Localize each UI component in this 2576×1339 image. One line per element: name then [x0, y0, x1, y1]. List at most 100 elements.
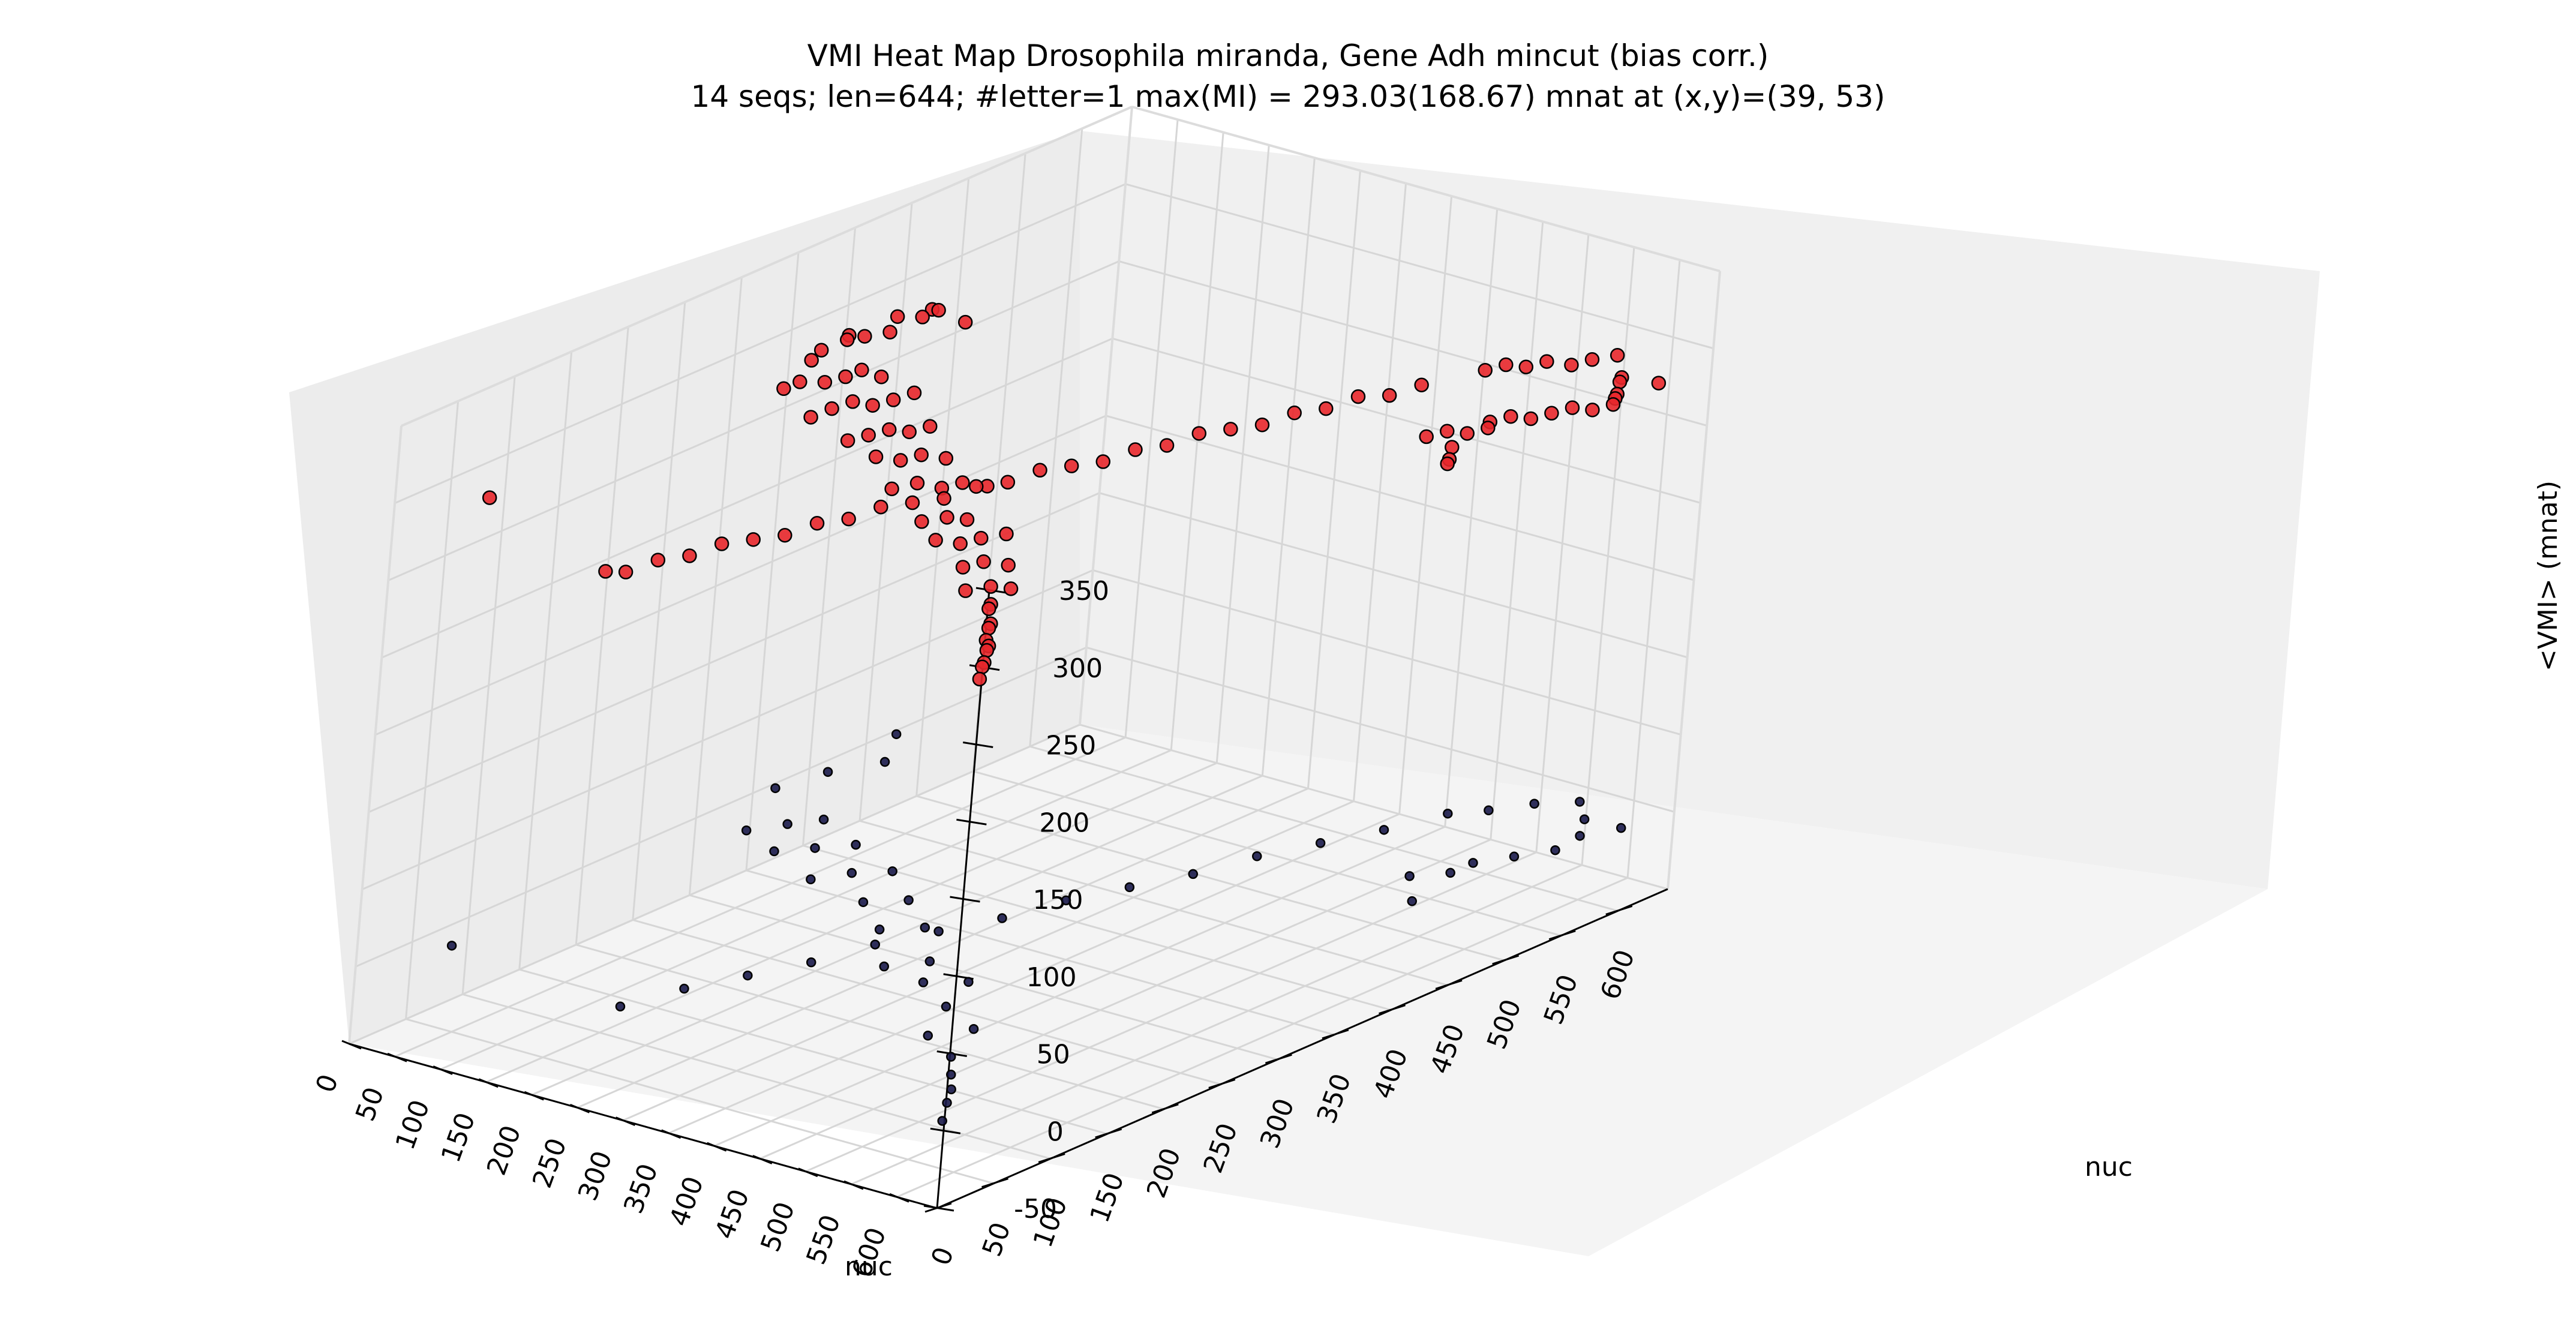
data-point [858, 897, 869, 908]
data-point [981, 620, 996, 636]
data-point [714, 536, 729, 551]
data-point [884, 481, 899, 497]
data-point [968, 1023, 979, 1034]
data-point [885, 392, 901, 407]
data-point [918, 977, 929, 987]
data-point [931, 302, 946, 318]
data-point [598, 564, 613, 579]
data-point [1575, 831, 1585, 841]
grid-line [1086, 646, 1675, 813]
data-point [1445, 440, 1460, 455]
y-tick [1038, 1152, 1065, 1163]
data-point [915, 310, 930, 325]
grid-line [362, 569, 1094, 890]
data-point [1414, 377, 1429, 392]
data-point [857, 329, 872, 344]
data-point [822, 767, 833, 777]
y-tick [1492, 954, 1520, 965]
data-point [937, 1116, 947, 1126]
grid-line [972, 770, 1562, 937]
data-point [936, 491, 951, 506]
grid-line [381, 337, 1113, 659]
grid-line [394, 183, 1126, 505]
x-tick-label: 100 [390, 1096, 436, 1154]
data-point [446, 941, 457, 951]
data-point [777, 527, 792, 543]
data-point [891, 729, 902, 740]
x-tick [387, 1052, 407, 1062]
data-point [1252, 851, 1262, 861]
data-point [1032, 463, 1047, 478]
y-tick [1548, 930, 1576, 941]
data-point [924, 956, 935, 966]
grid-line [746, 869, 1335, 1036]
grid-line [440, 749, 1172, 1070]
data-point [806, 874, 816, 885]
data-point [1124, 882, 1135, 893]
grid-line [1106, 415, 1694, 581]
data-point [741, 825, 752, 836]
data-point [882, 325, 897, 340]
y-tick [1095, 1128, 1122, 1139]
data-point [1481, 421, 1496, 436]
data-point [841, 511, 856, 527]
data-point [1585, 403, 1600, 418]
data-point [1191, 426, 1207, 441]
data-point [959, 512, 975, 527]
data-point [846, 867, 857, 878]
data-point [914, 447, 929, 463]
data-point [743, 970, 753, 981]
x-tick-label: 0 [310, 1070, 345, 1097]
data-point [840, 332, 855, 347]
data-point [1564, 358, 1579, 373]
x-tick [843, 1180, 864, 1190]
grid-line [859, 819, 1448, 986]
data-point [1544, 406, 1559, 421]
data-point [1484, 805, 1494, 816]
grid-line [577, 787, 1309, 1109]
z-tick-label: 50 [1037, 1040, 1070, 1070]
data-point [997, 913, 1007, 923]
data-point [955, 560, 971, 575]
grid-line [803, 845, 1391, 1011]
y-tick [1605, 905, 1633, 915]
x-tick-label: 50 [350, 1083, 390, 1125]
data-point [682, 548, 697, 563]
data-point [868, 449, 884, 464]
data-point [1509, 851, 1520, 862]
grid-line [406, 1018, 994, 1185]
data-point [903, 895, 914, 905]
data-point [972, 671, 987, 687]
floor-pane [349, 725, 2268, 1256]
grid-line [1079, 723, 1668, 890]
y-tick [1151, 1103, 1179, 1114]
data-point [1610, 348, 1625, 363]
data-point [824, 401, 839, 416]
x-tick-label: 300 [572, 1147, 619, 1205]
grid-line [531, 774, 1263, 1096]
data-point [923, 1031, 933, 1041]
z-tick-label: 200 [1039, 807, 1089, 838]
data-point [879, 756, 890, 767]
x-tick [661, 1129, 681, 1139]
grid-line [689, 894, 1278, 1061]
x-tick [798, 1167, 818, 1178]
data-point [618, 565, 634, 580]
data-point [1315, 838, 1326, 848]
data-point [1523, 411, 1539, 427]
data-point [482, 490, 497, 505]
data-point [974, 530, 989, 546]
grid-line [485, 762, 1217, 1083]
data-point [946, 1084, 956, 1095]
y-tick [1435, 979, 1463, 990]
grid-line [1099, 492, 1688, 659]
data-point [679, 983, 689, 994]
data-point [1095, 454, 1111, 469]
z-tick [956, 818, 987, 825]
data-point [1478, 362, 1493, 378]
grid-line [368, 492, 1100, 813]
z-tick [963, 741, 993, 748]
data-point [983, 579, 998, 594]
z-tick [930, 1127, 961, 1134]
